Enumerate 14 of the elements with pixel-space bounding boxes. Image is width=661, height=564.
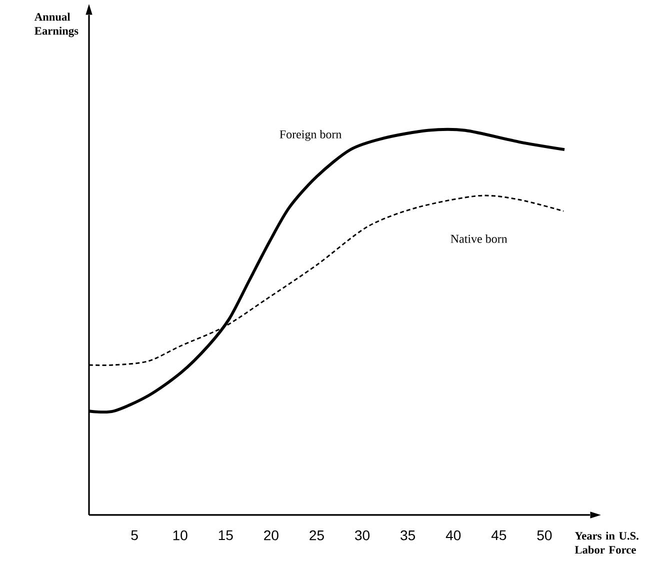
x-tick-label: 15 — [218, 530, 233, 540]
x-tick-label: 30 — [355, 530, 370, 540]
x-tick-label: 5 — [131, 530, 138, 540]
x-tick-label: 35 — [400, 530, 416, 540]
text: Native born — [450, 234, 508, 243]
series-label: Foreign born — [280, 130, 342, 141]
x-tick-label: 20 — [264, 530, 278, 540]
x-tick-label: 10 — [173, 530, 188, 540]
x-tick-label: 25 — [310, 530, 324, 540]
text: Annual Earnings — [34, 12, 78, 38]
x-axis-title: Years in U.S. Labor Force — [574, 532, 638, 554]
x-tick-label: 50 — [537, 530, 552, 540]
x-tick-label: 40 — [446, 530, 461, 540]
x-tick-label: 45 — [491, 530, 506, 540]
